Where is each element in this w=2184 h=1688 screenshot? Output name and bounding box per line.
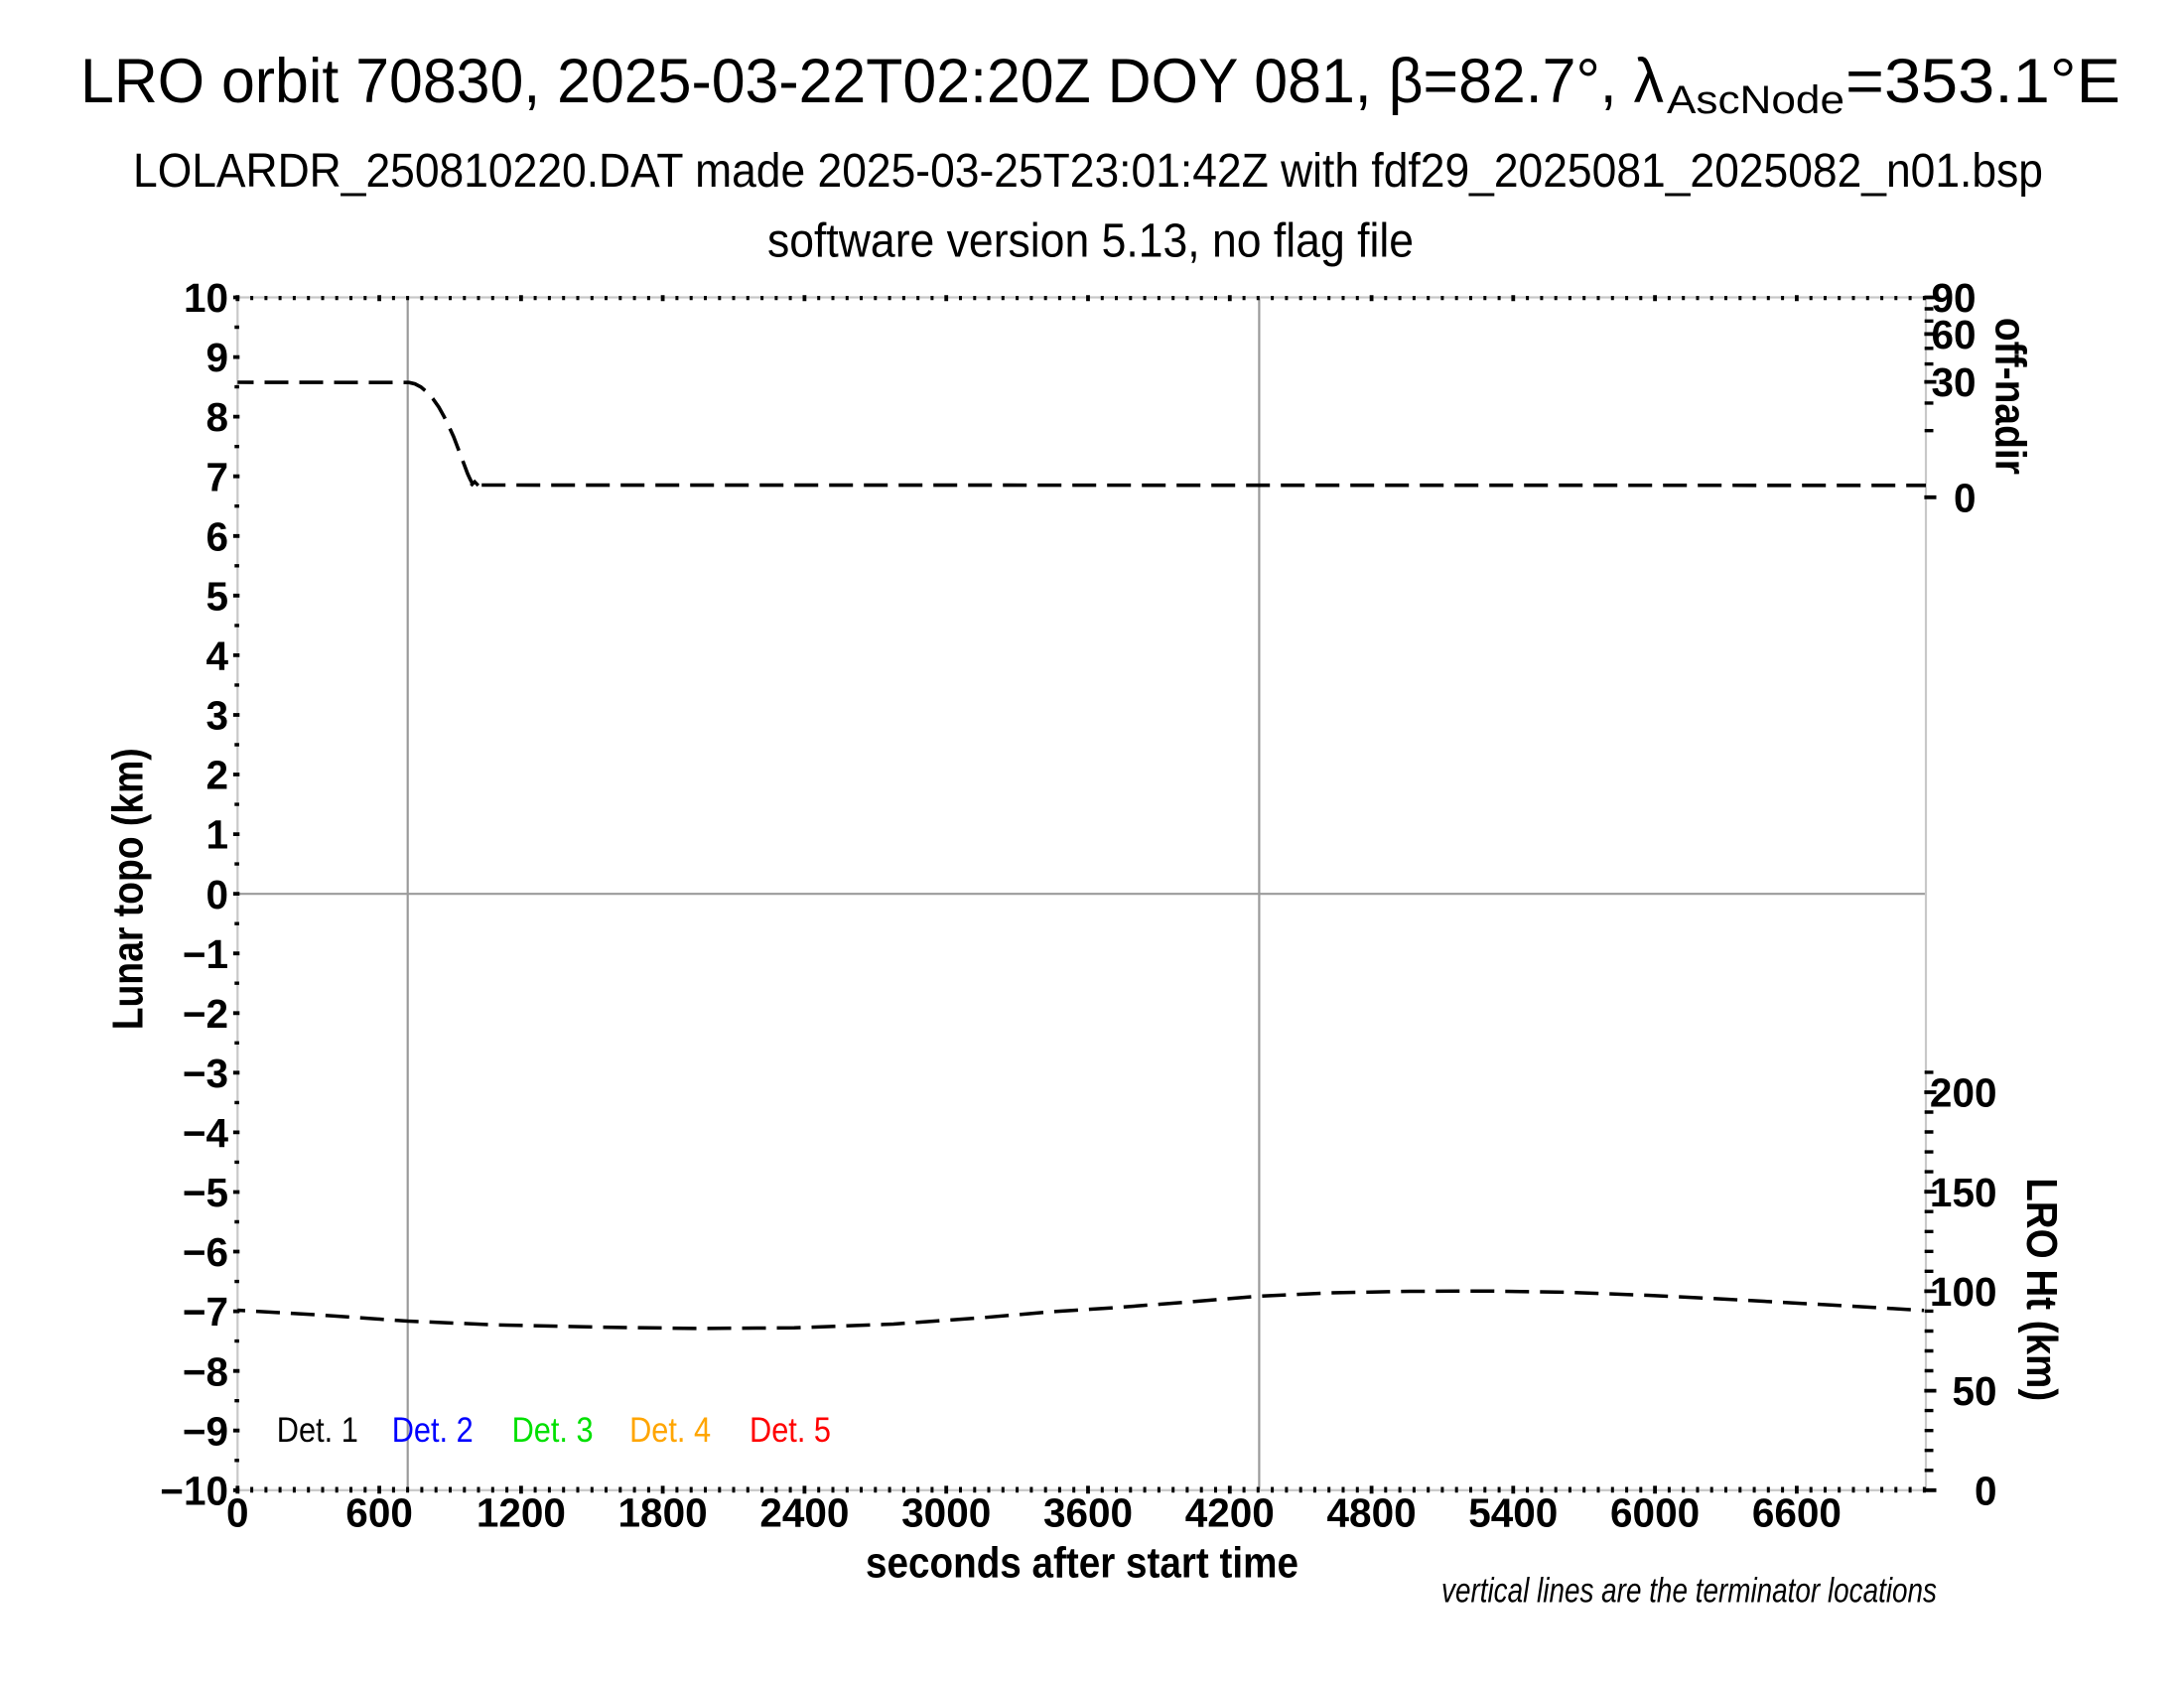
svg-text:Det. 4: Det. 4 (629, 1411, 711, 1450)
svg-text:1800: 1800 (618, 1490, 708, 1536)
svg-text:Det. 1: Det. 1 (277, 1411, 358, 1450)
svg-text:6600: 6600 (1752, 1490, 1842, 1536)
svg-text:−3: −3 (183, 1051, 228, 1096)
svg-text:0: 0 (226, 1490, 249, 1536)
svg-text:−5: −5 (183, 1170, 228, 1215)
svg-text:0: 0 (1954, 475, 1977, 520)
svg-text:8: 8 (205, 394, 228, 440)
svg-text:3: 3 (205, 693, 228, 739)
svg-text:1: 1 (205, 812, 228, 858)
svg-text:seconds after start time: seconds after start time (866, 1538, 1298, 1587)
svg-text:−4: −4 (183, 1110, 229, 1156)
svg-text:4: 4 (205, 633, 228, 679)
svg-text:=353.1°E: =353.1°E (1845, 47, 2120, 116)
svg-text:30: 30 (1931, 359, 1976, 405)
svg-text:6000: 6000 (1610, 1490, 1700, 1536)
svg-text:Det. 2: Det. 2 (392, 1411, 474, 1450)
svg-text:software version 5.13, no flag: software version 5.13, no flag file (767, 215, 1414, 268)
svg-text:Det. 5: Det. 5 (750, 1411, 831, 1450)
svg-text:5: 5 (205, 573, 228, 619)
svg-text:Det. 3: Det. 3 (512, 1411, 594, 1450)
svg-text:−6: −6 (183, 1229, 228, 1275)
svg-text:90: 90 (1931, 275, 1976, 321)
svg-text:2400: 2400 (759, 1490, 849, 1536)
svg-text:Lunar topo (km): Lunar topo (km) (104, 748, 153, 1030)
svg-text:100: 100 (1930, 1269, 1997, 1315)
svg-text:150: 150 (1930, 1170, 1997, 1215)
svg-text:−8: −8 (183, 1348, 228, 1394)
svg-text:3600: 3600 (1043, 1490, 1133, 1536)
svg-text:off-nadir: off-nadir (1986, 318, 2035, 475)
svg-text:200: 200 (1930, 1070, 1997, 1116)
svg-text:LRO orbit 70830, 2025-03-22T02: LRO orbit 70830, 2025-03-22T02:20Z DOY 0… (80, 47, 1664, 116)
svg-text:4800: 4800 (1327, 1490, 1417, 1536)
svg-text:9: 9 (205, 335, 228, 380)
svg-text:−10: −10 (160, 1468, 228, 1513)
svg-text:50: 50 (1952, 1368, 1996, 1414)
svg-text:−1: −1 (183, 931, 228, 977)
svg-text:vertical lines are the termina: vertical lines are the terminator locati… (1441, 1572, 1937, 1611)
svg-text:−2: −2 (183, 991, 228, 1037)
svg-text:LRO Ht (km): LRO Ht (km) (2017, 1178, 2066, 1401)
svg-text:0: 0 (205, 872, 228, 917)
svg-text:2: 2 (205, 753, 228, 798)
svg-text:600: 600 (345, 1490, 413, 1536)
svg-text:3000: 3000 (901, 1490, 991, 1536)
svg-text:4200: 4200 (1185, 1490, 1275, 1536)
svg-text:10: 10 (184, 275, 228, 321)
svg-text:LOLARDR_250810220.DAT made 202: LOLARDR_250810220.DAT made 2025-03-25T23… (133, 145, 2043, 198)
svg-text:1200: 1200 (477, 1490, 566, 1536)
svg-text:−9: −9 (183, 1408, 228, 1454)
svg-text:0: 0 (1975, 1468, 1997, 1513)
svg-text:5400: 5400 (1468, 1490, 1558, 1536)
svg-text:AscNode: AscNode (1667, 78, 1844, 122)
svg-text:−7: −7 (183, 1289, 228, 1335)
svg-text:7: 7 (205, 454, 228, 499)
svg-text:60: 60 (1931, 312, 1976, 357)
svg-text:6: 6 (205, 513, 228, 559)
